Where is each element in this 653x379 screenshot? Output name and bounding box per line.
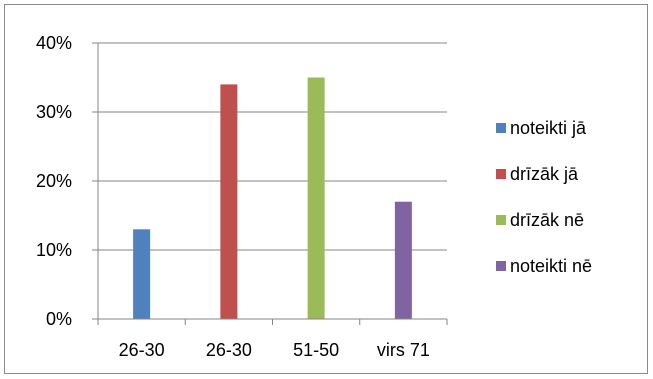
bar — [307, 77, 325, 319]
chart-frame — [4, 4, 648, 374]
legend-swatch — [496, 169, 506, 179]
legend-label: noteikti nē — [510, 256, 592, 276]
legend-label: noteikti jā — [510, 118, 587, 138]
gridlines — [92, 42, 447, 320]
legend-item: noteikti nē — [496, 256, 592, 276]
x-tick-label: virs 71 — [377, 340, 430, 360]
legend: noteikti jā drīzāk jā drīzāk nē noteikti nē — [496, 118, 592, 276]
y-tick-label: 0% — [46, 309, 72, 329]
legend-swatch — [496, 215, 506, 225]
bar — [220, 84, 238, 320]
legend-item: drīzāk jā — [496, 164, 579, 184]
x-tick-label: 26-30 — [119, 340, 165, 360]
legend-label: drīzāk jā — [510, 164, 579, 184]
legend-swatch — [496, 261, 506, 271]
x-tick-label: 26-30 — [206, 340, 252, 360]
bars — [133, 77, 412, 320]
y-tick-label: 40% — [36, 33, 72, 53]
legend-item: drīzāk nē — [496, 210, 584, 230]
axes — [97, 43, 448, 325]
y-tick-label: 30% — [36, 102, 72, 122]
bar — [394, 201, 412, 319]
y-tick-label: 20% — [36, 171, 72, 191]
legend-swatch — [496, 123, 506, 133]
legend-label: drīzāk nē — [510, 210, 584, 230]
x-tick-label: 51-50 — [293, 340, 339, 360]
bar — [133, 229, 151, 319]
y-tick-labels: 0% 10% 20% 30% 40% — [36, 33, 72, 329]
y-tick-label: 10% — [36, 240, 72, 260]
x-tick-labels: 26-30 26-30 51-50 virs 71 — [119, 340, 430, 360]
legend-item: noteikti jā — [496, 118, 587, 138]
